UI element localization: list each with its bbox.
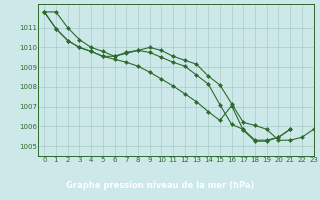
Text: Graphe pression niveau de la mer (hPa): Graphe pression niveau de la mer (hPa) [66, 182, 254, 190]
